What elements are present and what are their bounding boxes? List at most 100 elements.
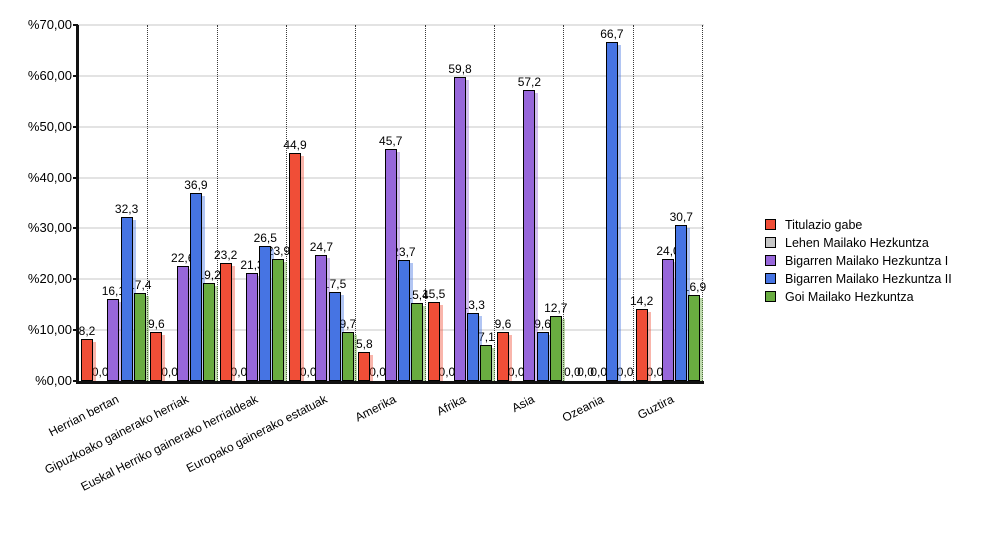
y-axis-tick <box>73 74 78 77</box>
gridline <box>78 24 704 26</box>
y-axis-tick-label: %10,00 <box>27 322 72 338</box>
bar-value-label: 30,7 <box>669 209 693 224</box>
gridline <box>78 125 704 128</box>
bar-value-label: 5,8 <box>355 336 373 351</box>
bar-value-label: 24,7 <box>309 240 334 255</box>
bar-5-cat-6 <box>480 344 493 381</box>
bar-1-cat-6 <box>427 302 440 381</box>
legend-swatch <box>765 255 776 266</box>
bar-1-cat-1 <box>81 339 93 381</box>
y-axis-tick <box>73 329 78 332</box>
bar-value-label: 16,9 <box>682 280 707 295</box>
legend-label: Lehen Mailako Hezkuntza <box>785 235 929 250</box>
bar-value-label: 59,8 <box>448 61 472 76</box>
bar-1-cat-2 <box>150 332 163 381</box>
bar-3-cat-7 <box>523 90 536 381</box>
bar-4-cat-2 <box>189 193 202 381</box>
bar-value-label: 16,1 <box>101 284 126 299</box>
bar-value-label: 19,2 <box>197 268 221 283</box>
legend-label: Bigarren Mailako Hezkuntza I <box>785 253 949 268</box>
bar-value-label: 44,9 <box>283 137 307 152</box>
legend-swatch <box>765 219 776 230</box>
y-axis-tick <box>73 125 78 128</box>
bar-value-label: 9,7 <box>339 316 357 331</box>
bar-4-cat-1 <box>120 216 133 381</box>
legend-item: Goi Mailako Hezkuntza <box>765 289 952 304</box>
bar-value-label: 57,2 <box>517 75 542 90</box>
bar-value-label: 0,0 <box>646 365 664 379</box>
bar-value-label: 22,6 <box>171 251 195 266</box>
y-axis-tick-label: %60,00 <box>27 67 72 83</box>
bar-value-label: 9,6 <box>147 317 165 332</box>
x-category-label: Asia <box>509 392 538 416</box>
bar-5-cat-2 <box>203 283 216 381</box>
legend-item: Lehen Mailako Hezkuntza <box>765 235 952 250</box>
y-axis-tick <box>73 24 78 26</box>
bar-value-label: 0,0 <box>299 365 317 379</box>
category-separator <box>494 25 495 381</box>
bar-1-cat-3 <box>219 263 232 381</box>
legend-label: Bigarren Mailako Hezkuntza II <box>785 271 952 286</box>
y-axis-tick <box>73 278 78 281</box>
bar-3-cat-6 <box>454 76 467 381</box>
y-axis-tick-label: %70,00 <box>27 17 72 32</box>
bar-3-cat-5 <box>384 148 397 381</box>
bar-value-label: 0,0 <box>616 365 634 379</box>
bar-value-label: 0,0 <box>438 365 456 379</box>
bar-value-label: 0,0 <box>507 365 525 379</box>
legend-item: Bigarren Mailako Hezkuntza II <box>765 271 952 286</box>
x-category-label: Guztira <box>634 392 676 423</box>
bar-value-label: 13,3 <box>461 298 485 313</box>
y-axis-tick-label: %0,00 <box>35 373 72 388</box>
bar-value-label: 45,7 <box>379 133 403 148</box>
bar-value-label: 24,0 <box>656 243 680 258</box>
bar-value-label: 17,5 <box>322 277 347 291</box>
bar-1-cat-7 <box>497 332 509 381</box>
bar-5-cat-4 <box>341 331 354 381</box>
y-axis-tick-label: %20,00 <box>27 271 72 287</box>
bar-value-label: 0,0 <box>590 365 608 379</box>
bar-5-cat-5 <box>411 302 424 381</box>
legend-label: Goi Mailako Hezkuntza <box>785 289 914 304</box>
bar-4-cat-7 <box>536 332 549 381</box>
category-separator <box>632 25 634 381</box>
legend: Titulazio gabe Lehen Mailako Hezkuntza Big… <box>765 218 952 308</box>
bar-value-label: 23,7 <box>392 245 416 260</box>
bar-3-cat-2 <box>176 266 189 381</box>
bar-value-label: 15,4 <box>405 287 429 302</box>
bar-value-label: 21,3 <box>240 257 264 272</box>
bar-5-cat-3 <box>272 259 285 381</box>
bar-5-cat-7 <box>549 316 562 381</box>
bar-3-cat-1 <box>107 299 120 381</box>
bar-value-label: 26,5 <box>253 231 277 246</box>
bar-1-cat-5 <box>358 351 371 381</box>
x-category-label: Ozeania <box>560 392 607 425</box>
bar-value-label: 0,0 <box>91 365 109 379</box>
bar-value-label: 8,2 <box>78 324 96 339</box>
bar-value-label: 7,1 <box>478 329 495 344</box>
legend-swatch <box>765 273 776 284</box>
y-axis-line <box>76 25 79 384</box>
gridline <box>78 74 704 77</box>
bar-value-label: 0,0 <box>230 365 248 379</box>
legend-swatch <box>765 291 776 302</box>
bar-value-label: 66,7 <box>600 26 624 41</box>
bar-4-cat-6 <box>467 313 480 381</box>
y-axis-tick-label: %50,00 <box>27 118 72 134</box>
category-separator <box>286 25 287 381</box>
bar-value-label: 0,0 <box>161 365 178 379</box>
y-axis-tick <box>73 176 78 179</box>
category-separator <box>563 25 565 381</box>
category-separator <box>147 25 149 381</box>
bar-value-label: 14,2 <box>629 293 654 308</box>
category-separator <box>702 25 703 381</box>
bar-1-cat-9 <box>635 308 648 381</box>
bar-4-cat-8 <box>605 41 618 381</box>
y-axis-tick <box>73 380 78 382</box>
bar-value-label: 23,2 <box>213 248 238 262</box>
bar-3-cat-3 <box>246 272 259 381</box>
category-separator <box>355 25 357 381</box>
bar-value-label: 12,7 <box>544 301 568 316</box>
